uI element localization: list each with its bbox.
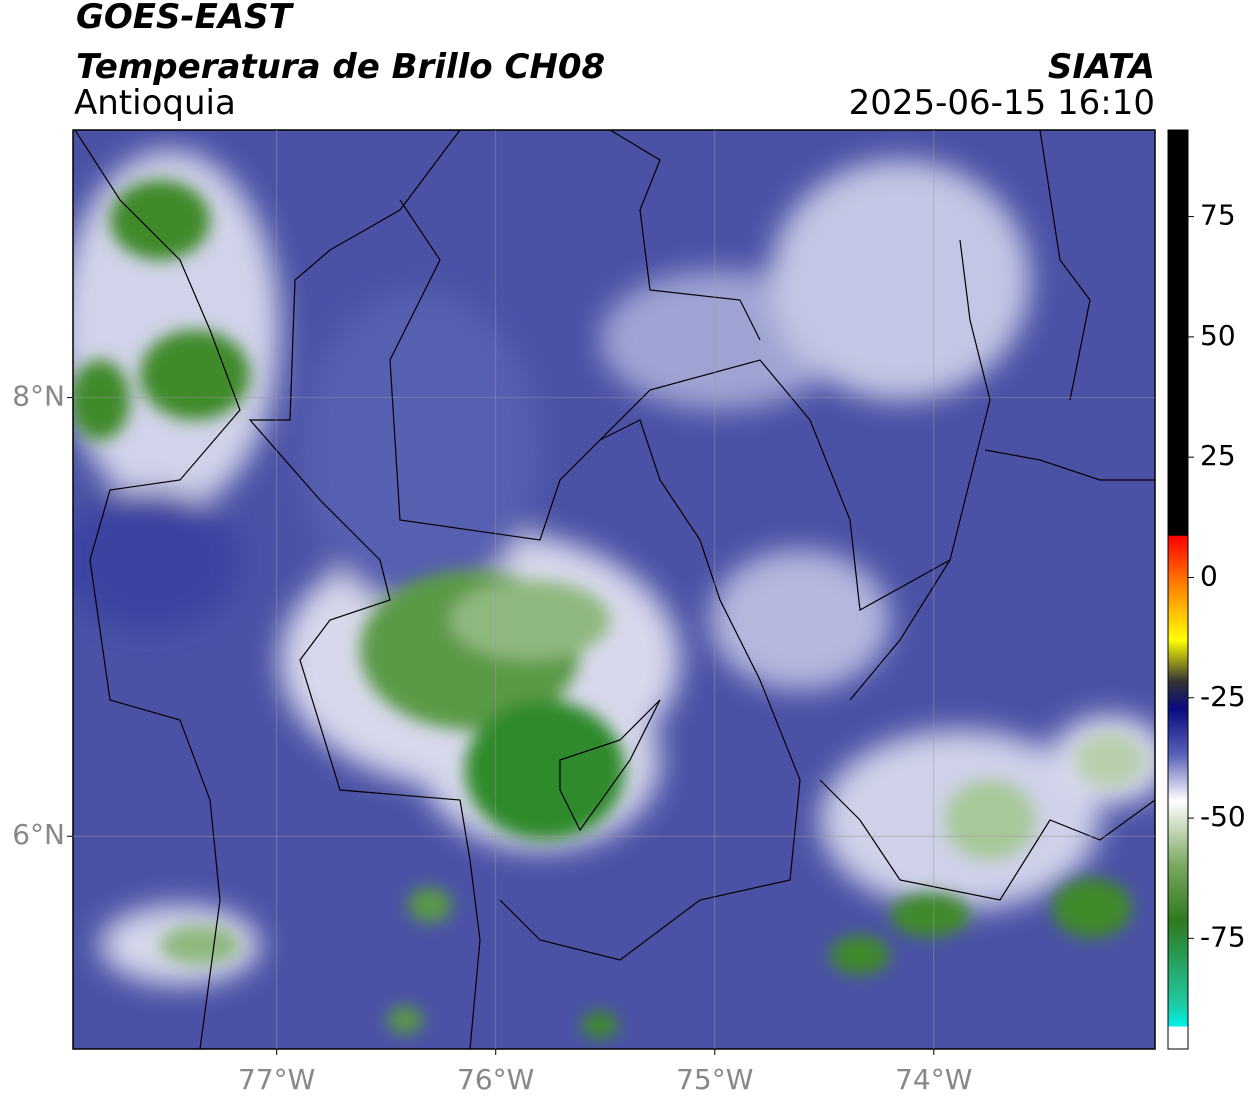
region: Antioquia (74, 83, 236, 123)
map-image (73, 130, 1155, 1049)
datetime: 2025-06-15 16:10 (849, 83, 1155, 123)
colorbar-tick-label: 75 (1200, 199, 1236, 232)
x-tick-label: 76°W (457, 1063, 534, 1096)
x-tick-label: 74°W (895, 1063, 972, 1096)
y-tick-label: 6°N (12, 818, 65, 851)
colorbar-tick-label: 50 (1200, 319, 1236, 352)
colorbar-tick-label: -50 (1200, 800, 1246, 833)
title: GOES-EAST (76, 0, 295, 37)
source: SIATA (1048, 47, 1155, 87)
colorbar-tick-label: -25 (1200, 680, 1246, 713)
map-frame (72, 129, 1156, 1050)
subtitle: Temperatura de Brillo CH08 (76, 47, 605, 87)
colorbar-tick-label: 0 (1200, 559, 1218, 592)
colorbar (1167, 129, 1189, 1050)
y-tick-label: 8°N (12, 380, 65, 413)
x-tick-label: 77°W (238, 1063, 315, 1096)
colorbar-tick-label: -75 (1200, 920, 1246, 953)
colorbar-tick-label: 25 (1200, 439, 1236, 472)
x-tick-label: 75°W (676, 1063, 753, 1096)
